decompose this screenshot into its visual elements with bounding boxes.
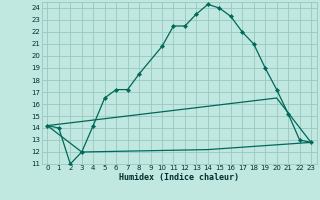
X-axis label: Humidex (Indice chaleur): Humidex (Indice chaleur) [119,173,239,182]
